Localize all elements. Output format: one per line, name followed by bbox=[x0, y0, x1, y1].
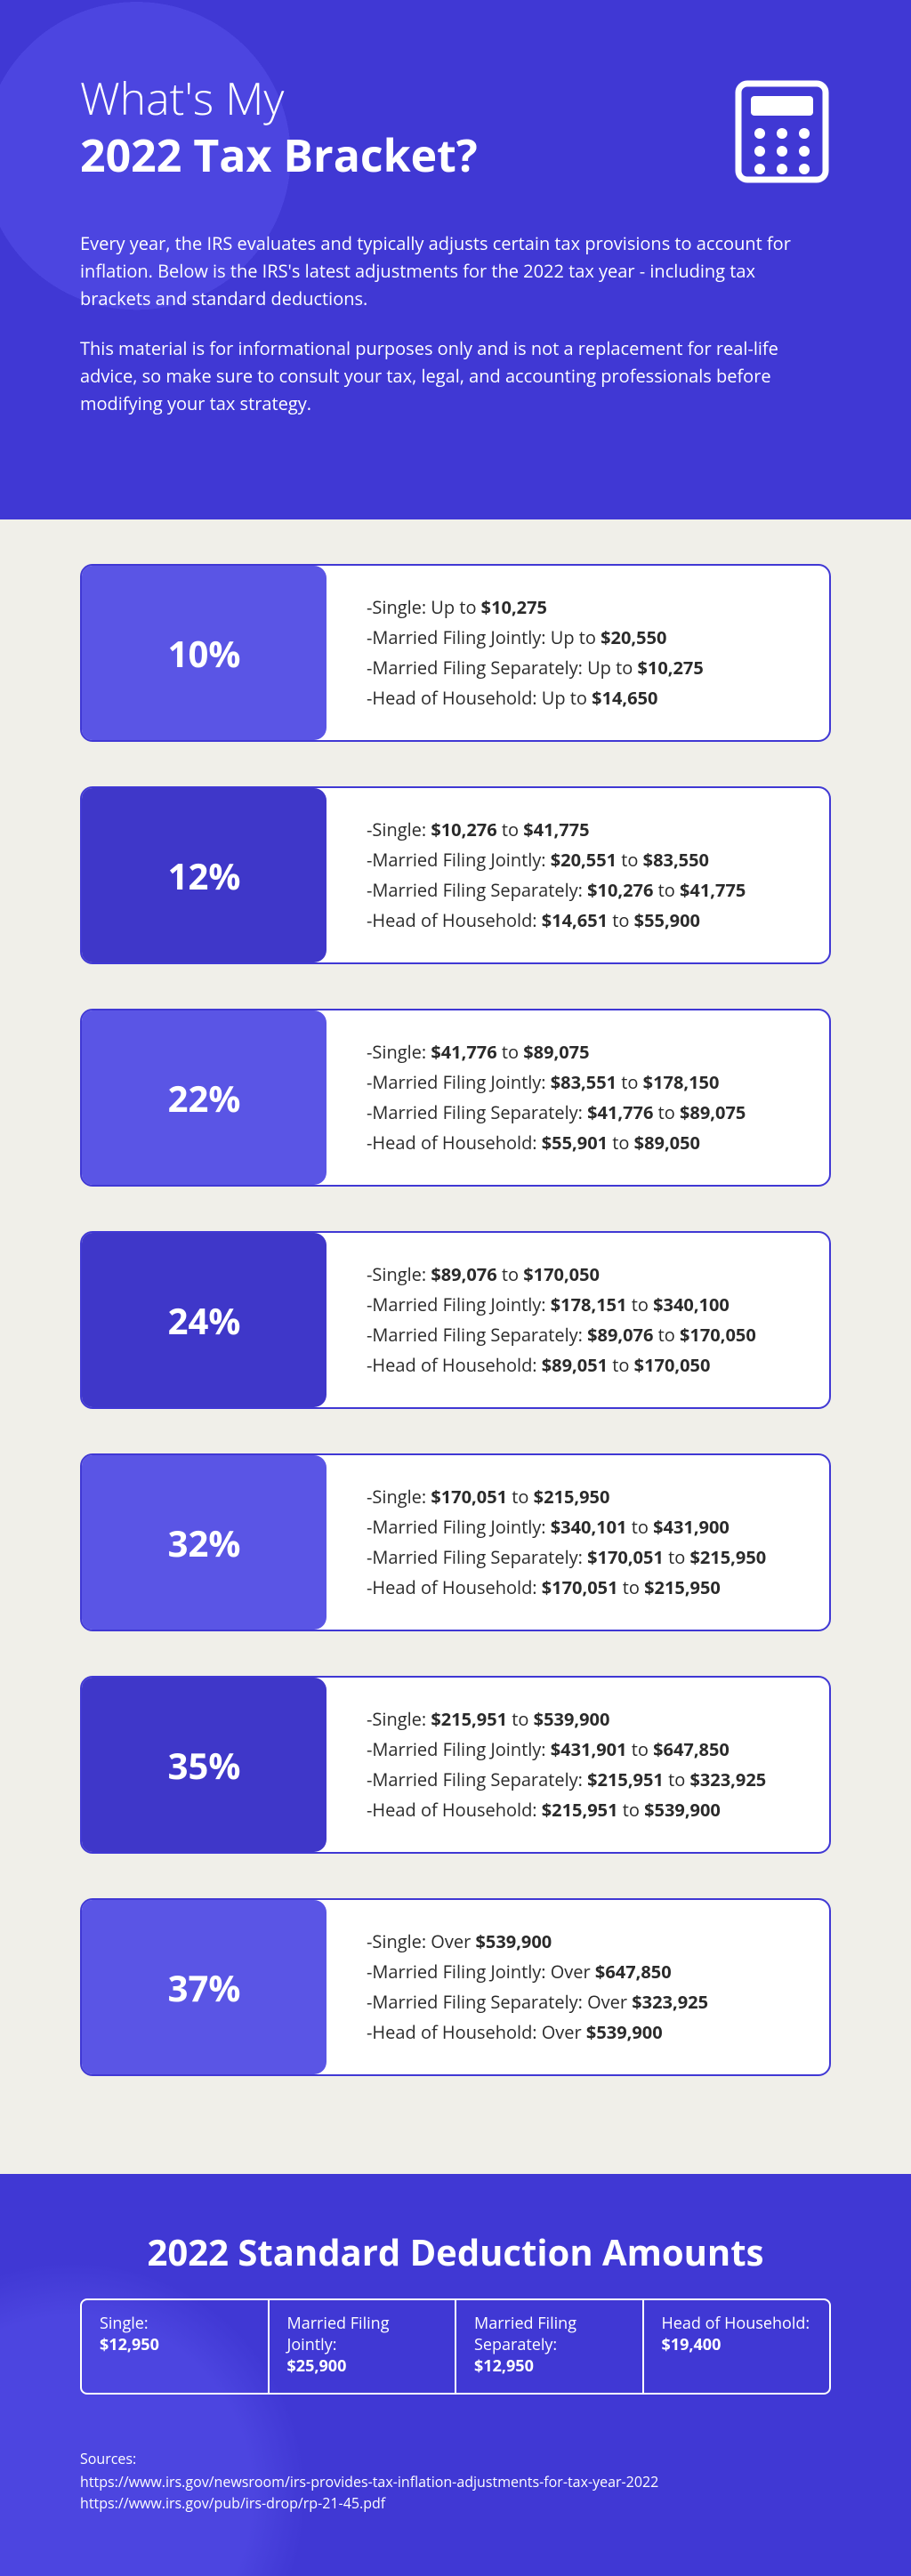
calculator-icon bbox=[733, 78, 831, 189]
bracket-line: -Married Filing Jointly: $83,551 to $178… bbox=[367, 1067, 746, 1098]
bracket-card: 12%-Single: $10,276 to $41,775-Married F… bbox=[80, 786, 831, 964]
bracket-line: -Married Filing Separately: $10,276 to $… bbox=[367, 875, 746, 906]
bracket-line: -Head of Household: $170,051 to $215,950 bbox=[367, 1573, 766, 1603]
bracket-percentage: 35% bbox=[82, 1678, 327, 1852]
bracket-percentage: 37% bbox=[82, 1900, 327, 2074]
bracket-line: -Married Filing Jointly: $431,901 to $64… bbox=[367, 1735, 766, 1765]
bracket-card: 10%-Single: Up to $10,275-Married Filing… bbox=[80, 564, 831, 742]
deduction-cell: Married Filing Separately:$12,950 bbox=[456, 2300, 644, 2393]
bracket-line: -Head of Household: $55,901 to $89,050 bbox=[367, 1128, 746, 1158]
deduction-cell: Single:$12,950 bbox=[82, 2300, 270, 2393]
bracket-line: -Single: Over $539,900 bbox=[367, 1927, 708, 1957]
sources-block: Sources: https://www.irs.gov/newsroom/ir… bbox=[80, 2448, 831, 2514]
bracket-line: -Head of Household: Over $539,900 bbox=[367, 2017, 708, 2048]
bracket-body: -Single: $41,776 to $89,075-Married Fili… bbox=[327, 1010, 768, 1185]
bracket-line: -Married Filing Separately: $89,076 to $… bbox=[367, 1320, 756, 1350]
title-line-1: What's My bbox=[80, 71, 478, 125]
bracket-line: -Head of Household: $14,651 to $55,900 bbox=[367, 906, 746, 936]
bracket-line: -Married Filing Jointly: Up to $20,550 bbox=[367, 623, 704, 653]
deduction-label: Head of Household: bbox=[662, 2313, 812, 2334]
bracket-body: -Single: $89,076 to $170,050-Married Fil… bbox=[327, 1233, 778, 1407]
bracket-card: 22%-Single: $41,776 to $89,075-Married F… bbox=[80, 1009, 831, 1187]
bracket-line: -Married Filing Jointly: $178,151 to $34… bbox=[367, 1290, 756, 1320]
bracket-line: -Single: $10,276 to $41,775 bbox=[367, 815, 746, 845]
bracket-percentage: 22% bbox=[82, 1010, 327, 1185]
bracket-line: -Single: $170,051 to $215,950 bbox=[367, 1482, 766, 1512]
bracket-line: -Single: $215,951 to $539,900 bbox=[367, 1704, 766, 1735]
intro-paragraph-1: Every year, the IRS evaluates and typica… bbox=[80, 229, 827, 312]
deductions-row: Single:$12,950Married Filing Jointly:$25… bbox=[80, 2298, 831, 2395]
bracket-line: -Married Filing Jointly: $340,101 to $43… bbox=[367, 1512, 766, 1542]
title-row: What's My 2022 Tax Bracket? bbox=[80, 71, 831, 189]
deduction-amount: $12,950 bbox=[474, 2355, 625, 2377]
source-link-1: https://www.irs.gov/newsroom/irs-provide… bbox=[80, 2471, 831, 2492]
title-line-2: 2022 Tax Bracket? bbox=[80, 128, 478, 181]
bracket-card: 37%-Single: Over $539,900-Married Filing… bbox=[80, 1898, 831, 2076]
deduction-label: Married Filing Jointly: bbox=[287, 2313, 438, 2355]
bracket-card: 24%-Single: $89,076 to $170,050-Married … bbox=[80, 1231, 831, 1409]
bracket-line: -Married Filing Separately: $41,776 to $… bbox=[367, 1098, 746, 1128]
brackets-section: 10%-Single: Up to $10,275-Married Filing… bbox=[0, 519, 911, 2174]
bracket-line: -Married Filing Separately: $215,951 to … bbox=[367, 1765, 766, 1795]
bracket-body: -Single: $215,951 to $539,900-Married Fi… bbox=[327, 1678, 788, 1852]
bracket-body: -Single: Over $539,900-Married Filing Jo… bbox=[327, 1900, 730, 2074]
bracket-line: -Single: $89,076 to $170,050 bbox=[367, 1260, 756, 1290]
bracket-line: -Single: $41,776 to $89,075 bbox=[367, 1037, 746, 1067]
bracket-card: 35%-Single: $215,951 to $539,900-Married… bbox=[80, 1676, 831, 1854]
bracket-line: -Single: Up to $10,275 bbox=[367, 592, 704, 623]
bracket-line: -Married Filing Jointly: Over $647,850 bbox=[367, 1957, 708, 1987]
deductions-title: 2022 Standard Deduction Amounts bbox=[80, 2227, 831, 2276]
deduction-amount: $25,900 bbox=[287, 2355, 438, 2377]
deduction-label: Single: bbox=[100, 2313, 250, 2334]
page-title: What's My 2022 Tax Bracket? bbox=[80, 71, 478, 181]
bracket-percentage: 10% bbox=[82, 566, 327, 740]
bracket-line: -Head of Household: Up to $14,650 bbox=[367, 683, 704, 713]
intro-text: Every year, the IRS evaluates and typica… bbox=[80, 229, 827, 417]
sources-label: Sources: bbox=[80, 2448, 831, 2469]
bracket-line: -Married Filing Separately: Over $323,92… bbox=[367, 1987, 708, 2017]
deduction-label: Married Filing Separately: bbox=[474, 2313, 625, 2355]
intro-paragraph-2: This material is for informational purpo… bbox=[80, 334, 827, 417]
deduction-amount: $19,400 bbox=[662, 2334, 812, 2355]
bracket-body: -Single: $10,276 to $41,775-Married Fili… bbox=[327, 788, 768, 962]
bracket-body: -Single: Up to $10,275-Married Filing Jo… bbox=[327, 566, 726, 740]
bracket-percentage: 24% bbox=[82, 1233, 327, 1407]
bracket-line: -Head of Household: $89,051 to $170,050 bbox=[367, 1350, 756, 1381]
bracket-line: -Head of Household: $215,951 to $539,900 bbox=[367, 1795, 766, 1825]
bracket-line: -Married Filing Separately: $170,051 to … bbox=[367, 1542, 766, 1573]
header-section: What's My 2022 Tax Bracket? Every year, … bbox=[0, 0, 911, 519]
bracket-percentage: 32% bbox=[82, 1455, 327, 1630]
source-link-2: https://www.irs.gov/pub/irs-drop/rp-21-4… bbox=[80, 2492, 831, 2514]
bracket-body: -Single: $170,051 to $215,950-Married Fi… bbox=[327, 1455, 788, 1630]
bracket-line: -Married Filing Jointly: $20,551 to $83,… bbox=[367, 845, 746, 875]
bracket-card: 32%-Single: $170,051 to $215,950-Married… bbox=[80, 1453, 831, 1631]
deduction-cell: Married Filing Jointly:$25,900 bbox=[270, 2300, 457, 2393]
deduction-cell: Head of Household:$19,400 bbox=[644, 2300, 830, 2393]
deduction-amount: $12,950 bbox=[100, 2334, 250, 2355]
bracket-percentage: 12% bbox=[82, 788, 327, 962]
footer-section: 2022 Standard Deduction Amounts Single:$… bbox=[0, 2174, 911, 2576]
bracket-line: -Married Filing Separately: Up to $10,27… bbox=[367, 653, 704, 683]
